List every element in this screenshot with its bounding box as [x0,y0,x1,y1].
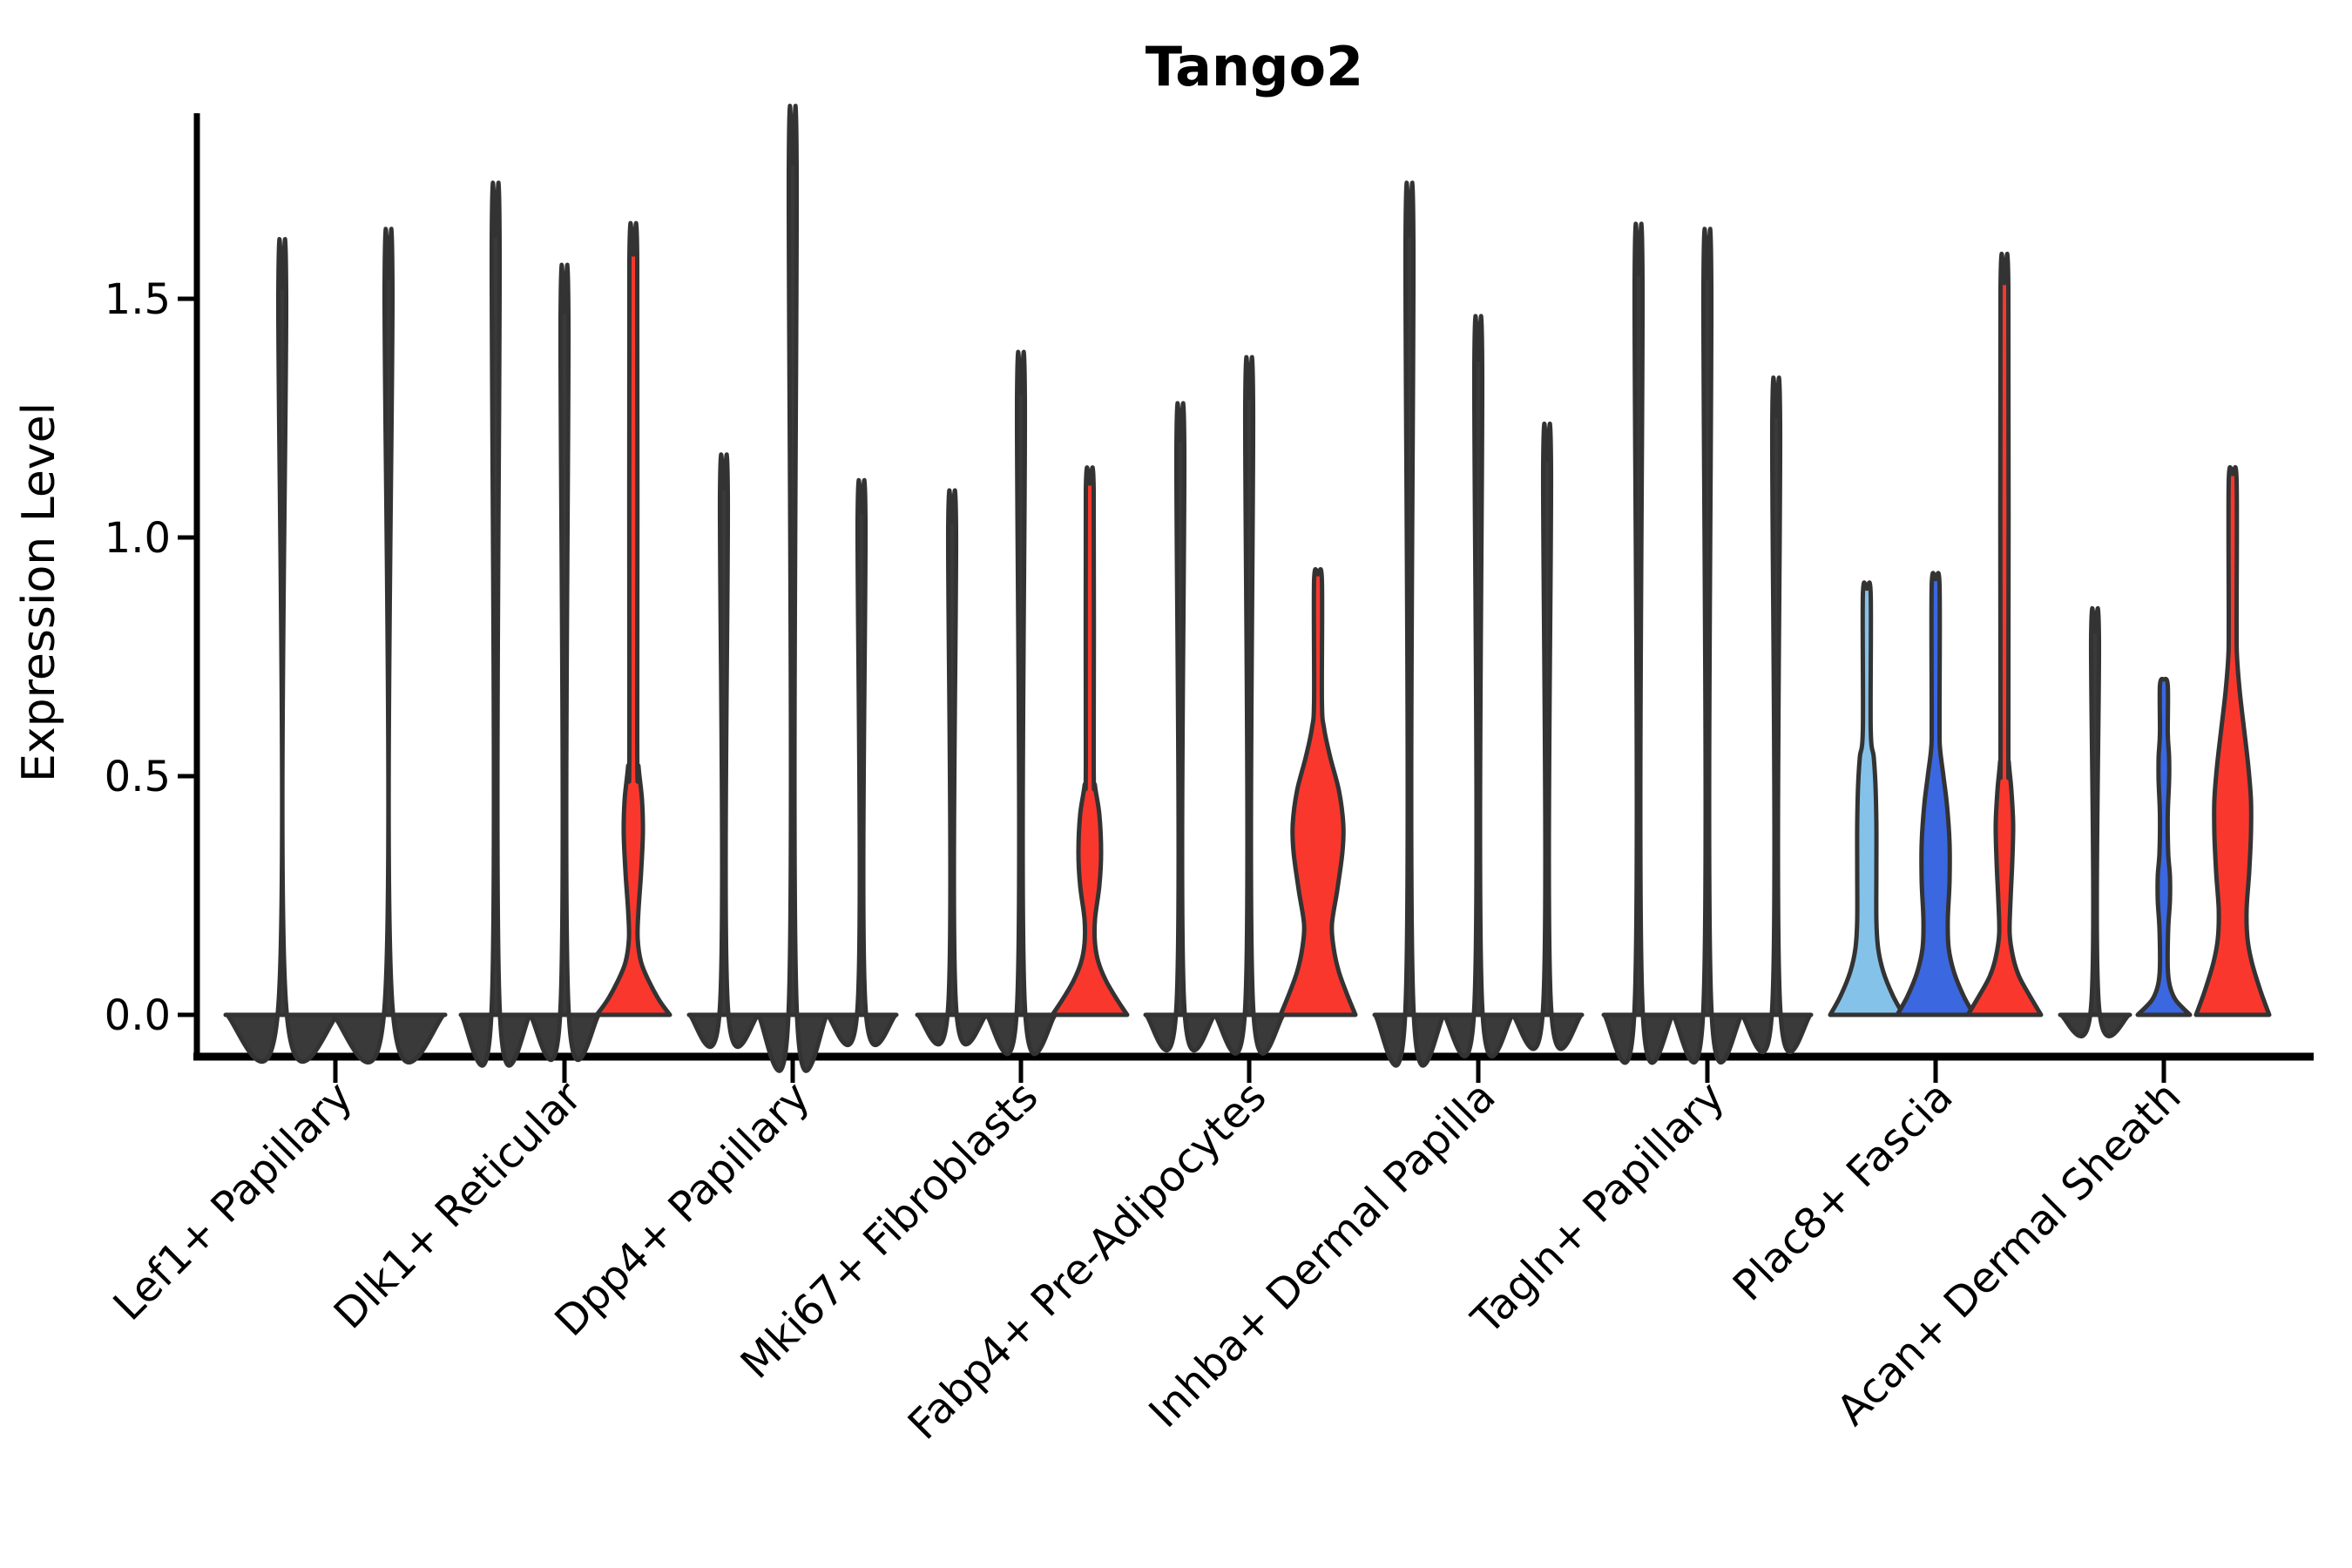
violin-18-tagln-papillary [1670,226,1745,1065]
violin-12-fabp4-pre-adipocytes [1212,355,1287,1056]
y-tick-labels: 0.0 0.5 1.0 1.5 [105,275,171,1040]
plot-title: Tango2 [1146,35,1363,98]
violin-15-inhba-dermal-papilla [1441,314,1516,1058]
y-tick-label-0.5: 0.5 [105,753,171,801]
violin-1-lef1-papillary [329,226,448,1064]
violin-20-plac8-fascia [1828,580,1906,1017]
x-tick-labels: Lef1+ Papillary Dlk1+ Reticular Dpp4+ Pa… [105,1072,2191,1450]
violin-7-dpp4-papillary [824,477,899,1048]
violin-0-lef1-papillary [223,237,341,1064]
violin-11-fabp4-pre-adipocytes [1143,401,1218,1053]
violin-19-tagln-papillary [1739,375,1814,1055]
violin-10-mki67-fibroblasts [1050,465,1130,1017]
violin-24-acan-dermal-sheath [2135,676,2193,1017]
x-tick-label-tagln-papillary: Tagln+ Papillary [1462,1072,1734,1344]
violin-14-inhba-dermal-papilla [1372,180,1447,1068]
violin-17-tagln-papillary [1601,221,1676,1065]
y-axis-label: Expression Level [13,402,65,782]
x-tick-label-plac8-fascia: Plac8+ Fascia [1724,1072,1963,1311]
y-tick-label-0.0: 0.0 [105,991,171,1040]
y-tick-label-1.5: 1.5 [105,275,171,324]
violin-22-plac8-fascia [1965,252,2044,1017]
violin-21-plac8-fascia [1895,571,1977,1017]
x-tick-label-dlk1-reticular: Dlk1+ Reticular [325,1072,591,1339]
violin-16-inhba-dermal-papilla [1510,421,1585,1051]
violin-5-dpp4-papillary [686,452,761,1050]
violin-3-dlk1-reticular [527,262,602,1063]
violin-4-dlk1-reticular [594,220,672,1017]
violin-13-fabp4-pre-adipocytes [1278,567,1358,1017]
violin-2-dlk1-reticular [458,180,533,1068]
plot-geometry [178,104,2314,1083]
violin-6-dpp4-papillary [755,104,830,1073]
x-tick-label-lef1-papillary: Lef1+ Papillary [105,1072,362,1330]
violin-25-acan-dermal-sheath [2193,464,2272,1017]
violin-9-mki67-fibroblasts [983,349,1058,1057]
violin-8-mki67-fibroblasts [915,488,990,1047]
x-tick-label-dpp4-papillary: Dpp4+ Papillary [545,1072,819,1346]
y-tick-label-1.0: 1.0 [105,514,171,563]
violin-23-acan-dermal-sheath [2058,605,2132,1038]
